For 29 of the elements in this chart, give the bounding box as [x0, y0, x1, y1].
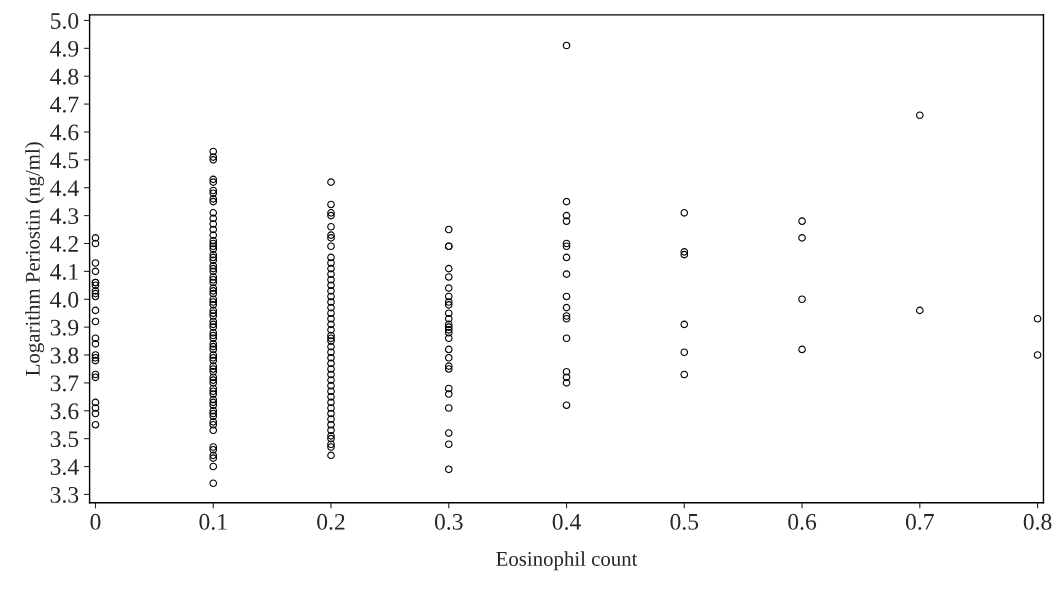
x-tick-label: 0	[90, 513, 101, 530]
y-tick-label: 4.4	[50, 180, 79, 197]
x-axis-title: Eosinophil count	[496, 551, 638, 571]
y-tick-label: 4.5	[50, 152, 79, 169]
x-tick-label: 0.5	[670, 513, 699, 530]
x-tick-label: 0.2	[317, 513, 345, 530]
x-tick-label: 0.6	[788, 513, 817, 530]
x-tick-label: 0.3	[434, 513, 463, 530]
y-tick-label: 3.4	[50, 459, 79, 476]
y-tick-label: 5.0	[51, 12, 79, 29]
y-tick-label: 4.8	[50, 68, 79, 85]
y-tick-label: 4.6	[50, 124, 79, 141]
y-tick-label: 3.6	[50, 403, 79, 420]
x-tick-label: 0.8	[1023, 513, 1052, 530]
y-tick-label: 4.2	[50, 236, 78, 253]
y-tick-label: 4.9	[50, 40, 79, 57]
y-tick-label: 4.3	[50, 208, 79, 225]
x-tick-label: 0.4	[552, 513, 581, 530]
y-tick-label: 3.8	[50, 347, 79, 364]
y-tick-label: 4.1	[50, 263, 78, 280]
y-tick-label: 3.7	[50, 375, 79, 392]
y-tick-label: 3.5	[50, 431, 79, 448]
y-tick-label: 4.0	[50, 291, 79, 308]
x-tick-label: 0.1	[199, 513, 227, 530]
y-axis-title: Logarithm Periostin (ng/ml)	[25, 142, 45, 376]
x-tick-label: 0.7	[905, 513, 934, 530]
y-tick-label: 3.3	[50, 486, 79, 503]
y-tick-label: 3.9	[50, 319, 79, 336]
y-tick-label: 4.7	[50, 96, 79, 113]
